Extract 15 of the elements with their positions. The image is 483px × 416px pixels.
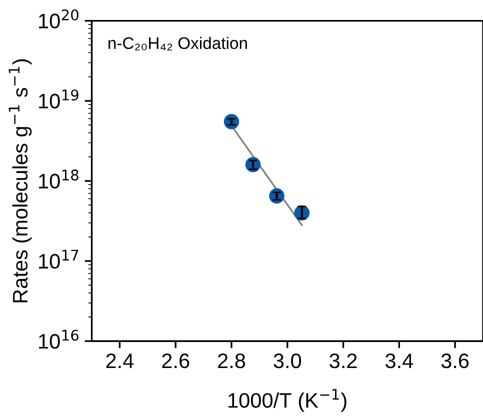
- x-axis-title: 1000/T (K$^{−1}$): [228, 389, 346, 412]
- y-tick-label: 10$^{16}$: [39, 330, 78, 349]
- y-axis-title: Rates (molecules g$^{−1}$ s$^{−1}$): [8, 59, 32, 302]
- y-tick-label: 10$^{17}$: [39, 250, 78, 269]
- y-tick-label: 10$^{19}$: [39, 89, 78, 108]
- y-tick-label: 10$^{20}$: [39, 9, 78, 28]
- x-tick-label: 3.2: [330, 353, 357, 368]
- x-tick-label: 2.6: [162, 353, 190, 368]
- y-tick-label: 10$^{18}$: [39, 170, 78, 189]
- x-tick-label: 3.0: [274, 353, 302, 368]
- x-tick-label: 3.6: [441, 353, 469, 368]
- annotation: n-C₂₀H₄₂ Oxidation: [108, 36, 247, 50]
- x-tick-label: 2.8: [218, 353, 246, 368]
- x-tick-label: 2.4: [106, 353, 134, 368]
- x-tick-label: 3.4: [385, 353, 414, 368]
